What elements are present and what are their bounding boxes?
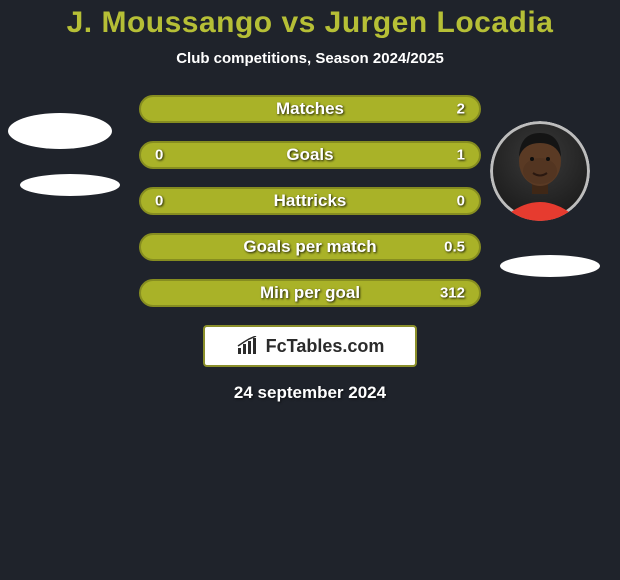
logo-suffix: Tables.com bbox=[287, 336, 385, 356]
stat-bar: Matches 2 bbox=[139, 95, 481, 123]
chart-bars-icon bbox=[236, 336, 260, 356]
subtitle: Club competitions, Season 2024/2025 bbox=[0, 50, 620, 67]
stat-value-right: 2 bbox=[457, 101, 465, 118]
stat-bar: Hattricks 0 0 bbox=[139, 187, 481, 215]
stats-area: Matches 2 Goals 0 1 Hattricks 0 0 Goals per matc… bbox=[0, 95, 620, 307]
stat-label: Goals bbox=[286, 145, 333, 165]
logo-prefix: Fc bbox=[266, 336, 287, 356]
stat-value-right: 0.5 bbox=[444, 239, 465, 256]
stat-value-right: 1 bbox=[457, 147, 465, 164]
stat-row: Min per goal 312 bbox=[0, 279, 620, 307]
stat-value-right: 0 bbox=[457, 193, 465, 210]
stat-value-left: 0 bbox=[155, 193, 163, 210]
stat-bar: Goals 0 1 bbox=[139, 141, 481, 169]
stat-label: Goals per match bbox=[243, 237, 376, 257]
stat-bar: Goals per match 0.5 bbox=[139, 233, 481, 261]
fctables-logo: FcTables.com bbox=[203, 325, 417, 367]
stat-label: Min per goal bbox=[260, 283, 360, 303]
stat-row: Goals 0 1 bbox=[0, 141, 620, 169]
stat-row: Hattricks 0 0 bbox=[0, 187, 620, 215]
stat-bar: Min per goal 312 bbox=[139, 279, 481, 307]
snapshot-date: 24 september 2024 bbox=[0, 383, 620, 403]
logo-text: FcTables.com bbox=[266, 336, 385, 357]
stat-value-left: 0 bbox=[155, 147, 163, 164]
stat-value-right: 312 bbox=[440, 285, 465, 302]
page-title: J. Moussango vs Jurgen Locadia bbox=[0, 0, 620, 40]
stat-label: Hattricks bbox=[274, 191, 347, 211]
stat-row: Matches 2 bbox=[0, 95, 620, 123]
stat-label: Matches bbox=[276, 99, 344, 119]
stat-row: Goals per match 0.5 bbox=[0, 233, 620, 261]
